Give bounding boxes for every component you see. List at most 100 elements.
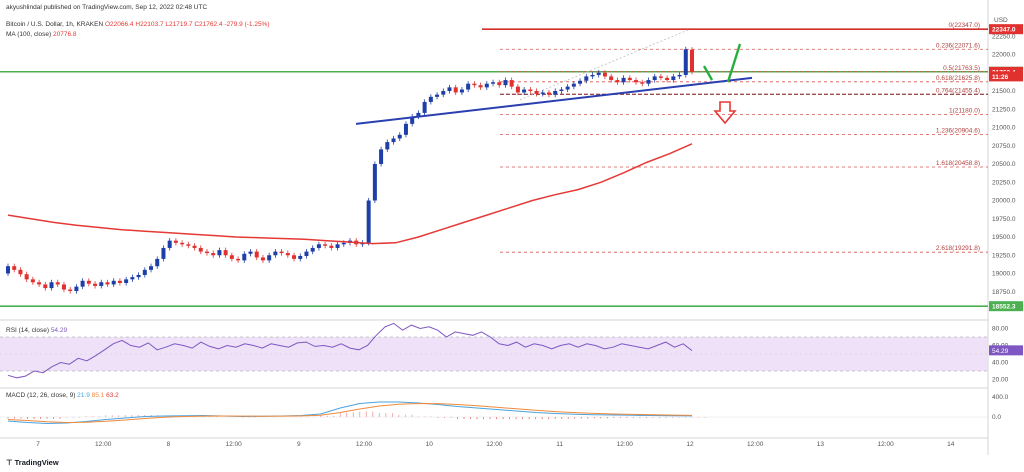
candle-body — [24, 274, 29, 280]
rsi-line — [7, 322, 693, 379]
price-tag — [989, 301, 1023, 312]
candle-body — [30, 279, 35, 283]
price-tick-label: 22000.0 — [992, 52, 1016, 59]
fib-level-label: 0.764(21455.4) — [936, 87, 980, 94]
price-tag-label: 22347.0 — [992, 27, 1016, 34]
time-tick-label: 7 — [36, 441, 40, 448]
ohlc-close: C21762.4 — [194, 21, 223, 28]
fib-level-label: 1.618(20458.8) — [936, 160, 980, 167]
candle-body — [602, 72, 607, 77]
price-tick-label: 19000.0 — [992, 271, 1016, 278]
candle-body — [559, 89, 564, 91]
fib-level-label: 0.5(21763.5) — [943, 65, 980, 72]
price-tick-label: 21250.0 — [992, 106, 1016, 113]
candle-body — [410, 116, 415, 124]
fib-level-label: 0(22347.0) — [949, 22, 980, 29]
candle-body — [491, 82, 496, 84]
time-tick-label: 12:00 — [225, 441, 242, 448]
candle-body — [323, 244, 328, 246]
price-tick-label: 18750.0 — [992, 289, 1016, 296]
price-tag-label: 11:26 — [992, 74, 1009, 81]
candle-body — [335, 244, 340, 248]
fib-level-label: 1(21180.0) — [949, 107, 980, 114]
tradingview-logo: ⊤ TradingView — [6, 458, 59, 467]
candle-body — [441, 91, 446, 95]
candle-body — [403, 123, 408, 135]
macd-value: 21.9 — [77, 392, 90, 399]
candle-body — [665, 77, 670, 81]
candle-body — [136, 274, 141, 278]
price-tag-label: 18552.3 — [992, 304, 1016, 311]
bullish-trend-line — [355, 76, 753, 125]
candle-body — [565, 86, 570, 90]
candle-body — [198, 247, 203, 252]
candle-body — [640, 82, 645, 84]
symbol-name: Bitcoin / U.S. Dollar, 1h, KRAKEN — [6, 21, 104, 28]
candle-body — [18, 269, 23, 275]
candle-body — [74, 286, 79, 292]
time-tick-label: 10 — [426, 441, 434, 448]
candle-body — [571, 83, 576, 87]
fib-level-label: 0.618(21625.8) — [936, 75, 980, 82]
candle-body — [285, 253, 290, 256]
candle-body — [515, 86, 520, 93]
candle-body — [341, 242, 346, 245]
rsi-label: RSI (14, close) — [6, 327, 49, 334]
candle-body — [584, 76, 589, 81]
time-tick-label: 12:00 — [486, 441, 503, 448]
candle-body — [634, 80, 639, 83]
candle-body — [229, 255, 234, 259]
currency-label: USD — [994, 17, 1008, 24]
candle-body — [236, 258, 241, 261]
candle-body — [416, 112, 421, 117]
candle-body — [304, 251, 309, 256]
candle-body — [627, 77, 632, 81]
ma-legend: MA (100, close) 20776.8 — [6, 31, 76, 38]
candle-body — [80, 280, 85, 287]
candle-body — [379, 149, 384, 164]
candle-body — [391, 138, 396, 143]
candle-body — [683, 49, 688, 75]
candle-body — [142, 269, 147, 275]
candle-body — [447, 87, 452, 91]
price-tick-label: 19750.0 — [992, 216, 1016, 223]
candle-body — [155, 258, 160, 267]
moving-average-line — [7, 143, 693, 245]
candle-body — [472, 83, 477, 86]
candle-body — [540, 92, 545, 94]
publisher-line: akyushlindal published on TradingView.co… — [6, 4, 208, 11]
candle-body — [111, 280, 116, 285]
candle-body — [385, 142, 390, 150]
candle-body — [86, 280, 91, 284]
candle-body — [99, 282, 104, 286]
ma-value: 20776.8 — [52, 31, 77, 38]
candle-body — [12, 266, 17, 270]
green-path-arrow — [726, 43, 742, 83]
candle-body — [484, 83, 489, 88]
signal-value: 85.1 — [91, 392, 105, 399]
candle-body — [428, 96, 433, 102]
fib-level-label: 0.236(22071.6) — [936, 42, 980, 49]
candle-body — [658, 76, 663, 78]
candle-body — [6, 266, 10, 274]
candle-body — [522, 89, 527, 93]
candle-body — [590, 74, 595, 77]
brand-label: TradingView — [14, 458, 59, 467]
time-tick-label: 9 — [297, 441, 301, 448]
price-tick-label: 20250.0 — [992, 179, 1016, 186]
price-tick-label: 20500.0 — [992, 161, 1016, 168]
price-tick-label: 19250.0 — [992, 252, 1016, 259]
green-path-arrow — [702, 65, 714, 81]
price-tick-label: 19500.0 — [992, 234, 1016, 241]
time-tick-label: 14 — [947, 441, 955, 448]
candle-body — [677, 74, 682, 77]
rsi-tick-label: 20.00 — [992, 377, 1009, 384]
candle-body — [223, 250, 228, 256]
candle-body — [204, 251, 209, 254]
candle-body — [211, 253, 216, 256]
candle-body — [329, 245, 334, 248]
candle-body — [422, 101, 427, 113]
candle-body — [43, 284, 48, 289]
